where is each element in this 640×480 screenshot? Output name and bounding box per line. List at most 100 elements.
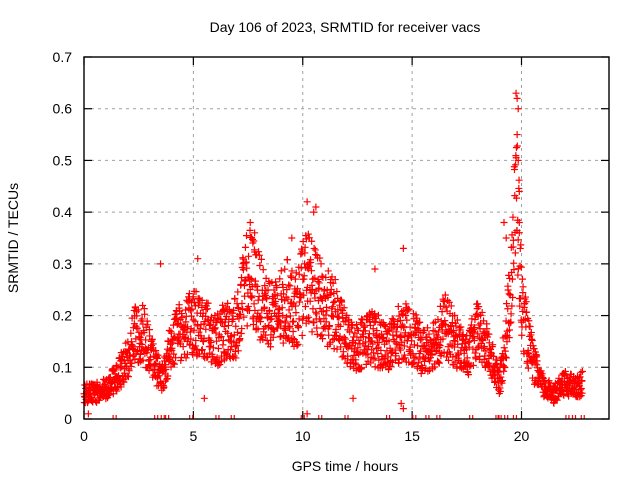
data-point [519, 283, 527, 291]
data-point [371, 363, 379, 371]
data-point [238, 300, 246, 308]
data-point [270, 325, 278, 333]
data-point [510, 259, 518, 267]
data-point [561, 367, 569, 375]
data-point [303, 198, 311, 206]
data-point [154, 373, 162, 381]
data-point [335, 313, 343, 321]
data-point [288, 234, 296, 242]
data-point [264, 286, 272, 294]
data-point [152, 359, 160, 367]
data-point [514, 105, 522, 113]
data-point [294, 340, 302, 348]
data-point [351, 339, 359, 347]
data-point [84, 410, 92, 418]
data-point [498, 377, 506, 385]
data-point [344, 352, 352, 360]
data-point [202, 325, 210, 333]
data-point [517, 263, 525, 271]
data-point [364, 350, 372, 358]
data-point [314, 276, 322, 284]
data-point [518, 331, 526, 339]
data-point [371, 265, 379, 273]
data-point [139, 302, 147, 310]
data-point [386, 344, 394, 352]
data-point [364, 343, 372, 351]
data-point [501, 347, 509, 355]
data-point [502, 234, 510, 242]
data-point [469, 362, 477, 370]
data-point [410, 354, 418, 362]
data-point [397, 399, 405, 407]
data-point [413, 314, 421, 322]
data-point [189, 316, 197, 324]
data-point [139, 320, 147, 328]
data-point [264, 323, 272, 331]
data-point [453, 316, 461, 324]
data-point [515, 176, 523, 184]
data-point [307, 258, 315, 266]
x-tick-label: 15 [404, 428, 420, 444]
data-point [424, 367, 432, 375]
data-point [380, 321, 388, 329]
data-point [416, 318, 424, 326]
data-point [307, 289, 315, 297]
data-point [281, 265, 289, 273]
data-point [278, 304, 286, 312]
data-point [485, 330, 493, 338]
data-point [576, 393, 584, 401]
data-point [399, 405, 407, 413]
data-point [304, 230, 312, 238]
data-point [290, 342, 298, 350]
data-point [243, 322, 251, 330]
data-point [400, 323, 408, 331]
data-point [170, 333, 178, 341]
data-point [514, 236, 522, 244]
data-point [190, 326, 198, 334]
data-point [327, 285, 335, 293]
data-point [310, 319, 318, 327]
x-tick-label: 0 [80, 428, 88, 444]
data-point [247, 293, 255, 301]
data-point [239, 306, 247, 314]
data-point [206, 342, 214, 350]
data-point [128, 338, 136, 346]
data-point [272, 302, 280, 310]
data-point [516, 302, 524, 310]
data-point [463, 354, 471, 362]
data-point [461, 339, 469, 347]
data-point [348, 322, 356, 330]
data-point [289, 318, 297, 326]
data-point [160, 383, 168, 391]
data-point [301, 243, 309, 251]
data-point [389, 331, 397, 339]
data-point [120, 378, 128, 386]
data-point [230, 306, 238, 314]
data-point [330, 298, 338, 306]
data-point [352, 360, 360, 368]
data-point [261, 282, 269, 290]
plot-frame [83, 56, 610, 420]
data-point [117, 364, 125, 372]
data-point [250, 300, 258, 308]
grid-lines [84, 57, 609, 419]
data-point [374, 311, 382, 319]
data-point [313, 324, 321, 332]
data-point [285, 306, 293, 314]
data-point [214, 344, 222, 352]
y-tick-label: 0.5 [53, 152, 73, 168]
data-point [523, 308, 531, 316]
data-point [329, 336, 337, 344]
data-point [187, 306, 195, 314]
data-point [174, 320, 182, 328]
data-point [340, 304, 348, 312]
data-point [500, 344, 508, 352]
data-point [329, 303, 337, 311]
data-point [169, 321, 177, 329]
data-point [268, 315, 276, 323]
data-point [318, 331, 326, 339]
data-point [144, 321, 152, 329]
data-point [533, 357, 541, 365]
data-point [285, 281, 293, 289]
data-point [406, 343, 414, 351]
